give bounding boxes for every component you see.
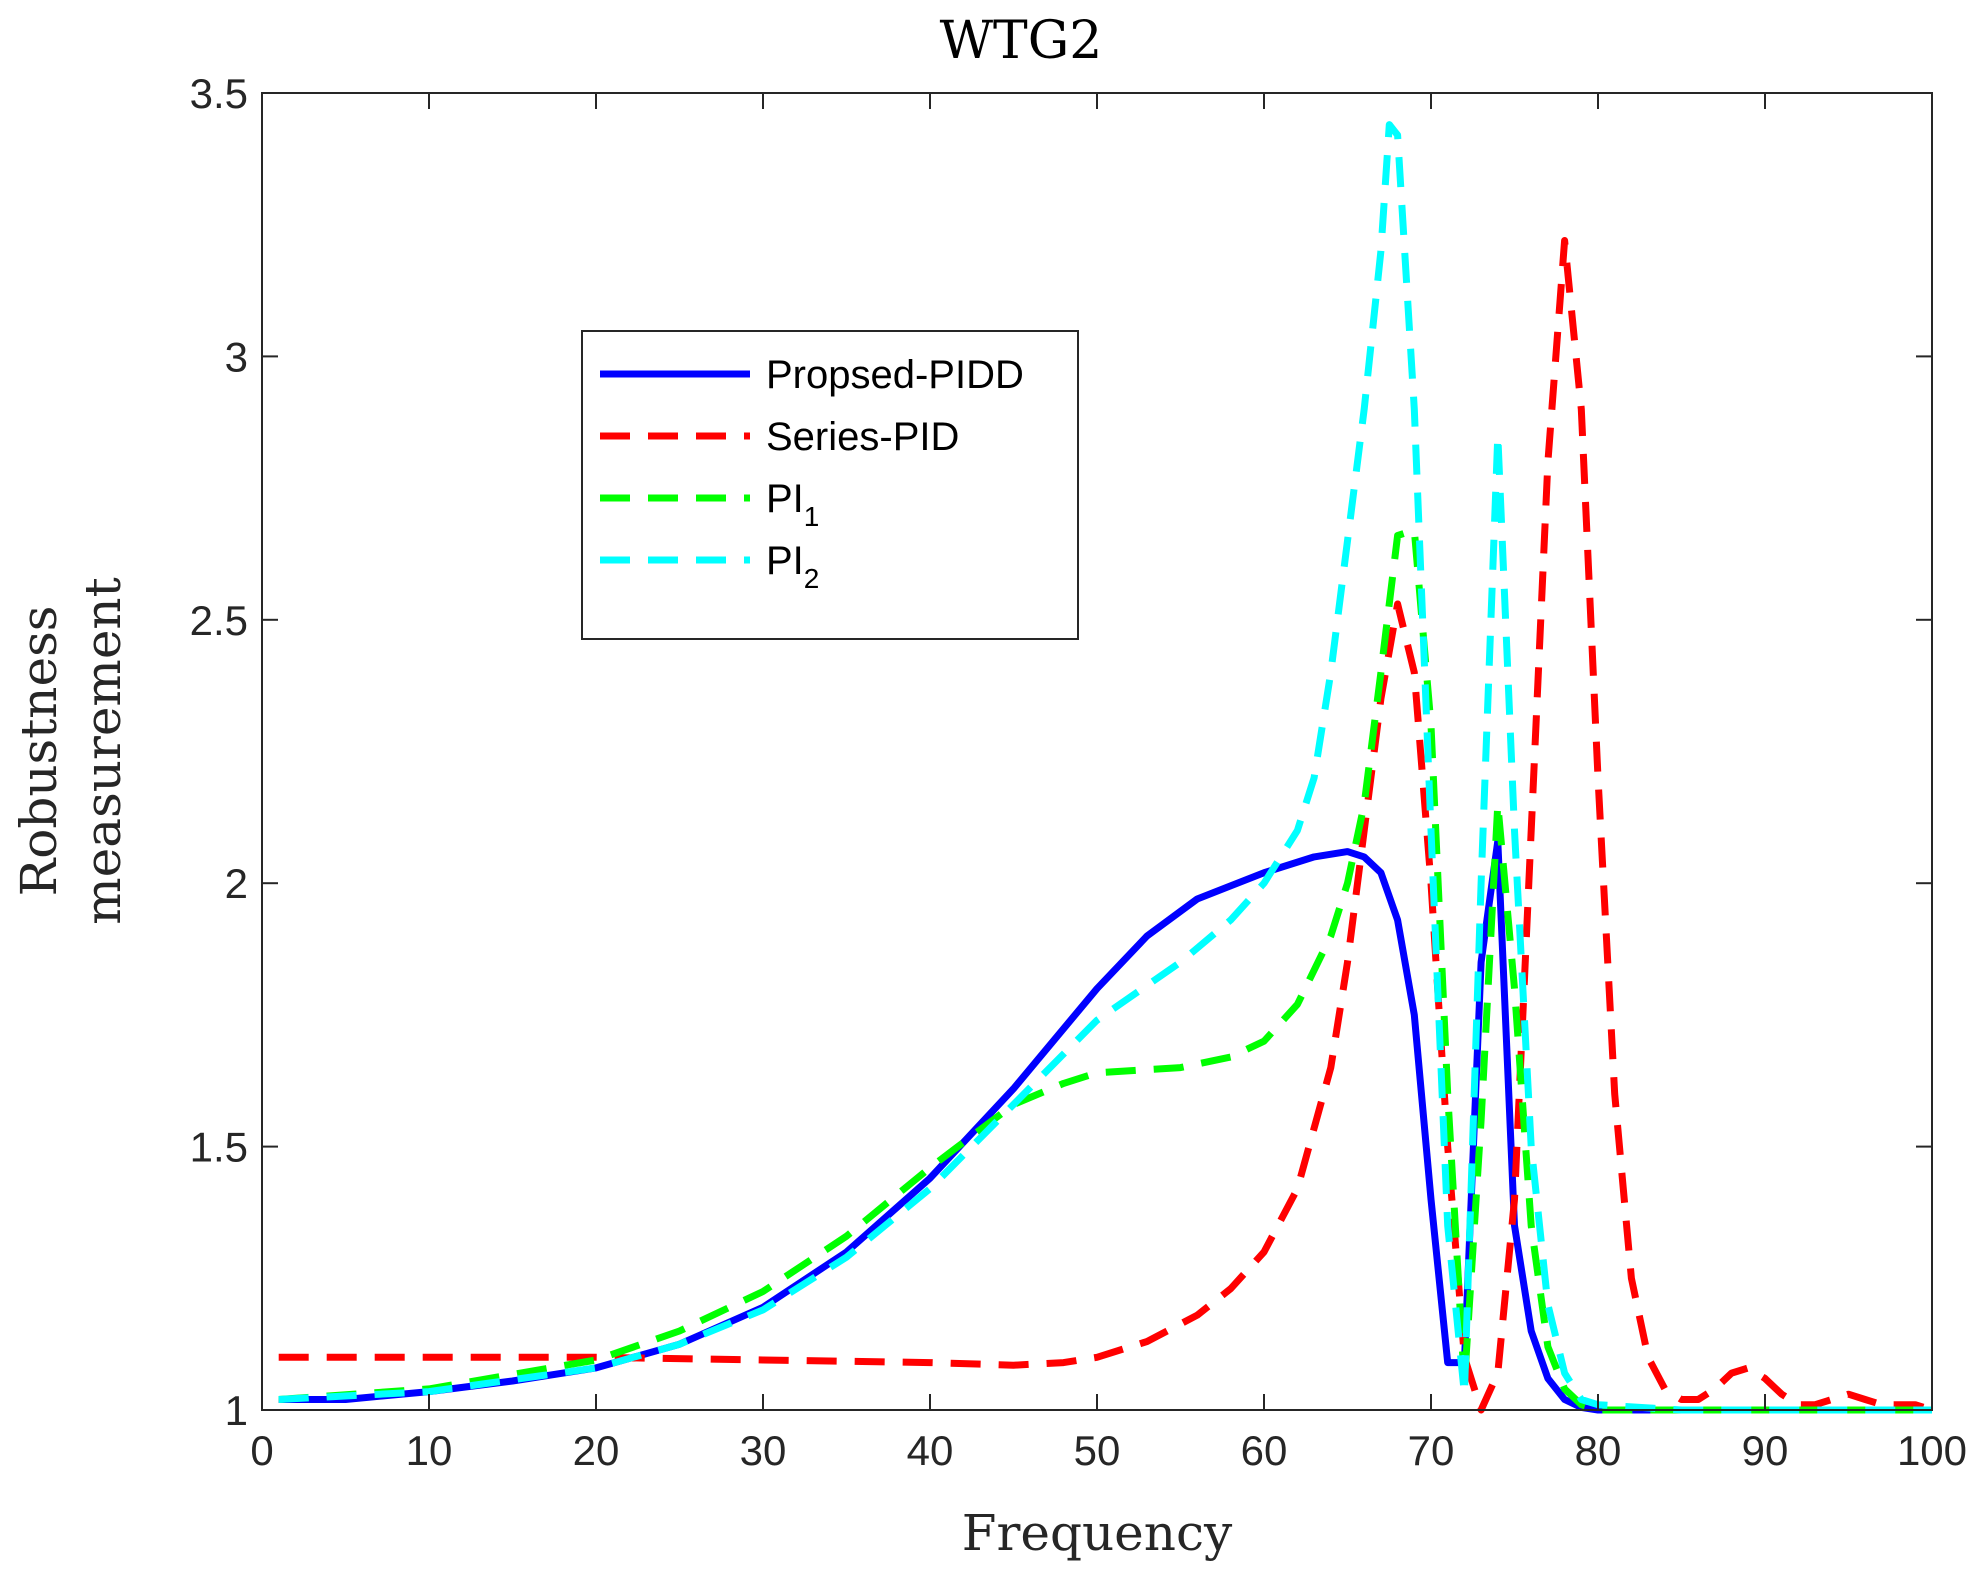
legend-label-subscript: 1 (804, 501, 820, 532)
legend-label-main: Series-PID (766, 415, 959, 459)
legend-box (581, 330, 1079, 640)
x-tick-label: 70 (1408, 1427, 1455, 1474)
chart-title: WTG2 (940, 11, 1103, 71)
y-tick-label: 3 (225, 333, 248, 380)
series-line-2 (278, 237, 1934, 1414)
legend-label-2: Series-PID (766, 415, 959, 459)
x-axis-label: Frequency (962, 1504, 1233, 1562)
series-line-1 (278, 837, 1932, 1414)
series-line-3 (278, 526, 1932, 1414)
y-tick-label: 1.5 (190, 1124, 248, 1171)
x-tick-label: 50 (1074, 1427, 1121, 1474)
y-axis-ticks: 1 1.5 2 2.5 3 3.5 (190, 70, 1932, 1434)
x-tick-label: 80 (1575, 1427, 1622, 1474)
y-tick-label: 2 (225, 860, 248, 907)
legend-label-4: PI2 (766, 539, 819, 594)
x-axis-ticks: 0 10 20 30 40 50 60 70 80 90 100 (250, 93, 1967, 1474)
y-axis-label-line2: measurement (74, 577, 132, 924)
plot-area (262, 93, 1932, 1410)
legend-label-main: Propsed-PIDD (766, 353, 1024, 397)
series-line-4 (278, 121, 1932, 1414)
y-tick-label: 2.5 (190, 597, 248, 644)
legend-label-main: PI (766, 539, 804, 583)
x-tick-label: 0 (250, 1427, 273, 1474)
x-tick-label: 100 (1897, 1427, 1967, 1474)
legend-label-subscript: 2 (804, 563, 820, 594)
x-tick-label: 40 (907, 1427, 954, 1474)
y-axis-label-line1: Robustness (10, 606, 68, 897)
x-tick-label: 20 (573, 1427, 620, 1474)
series-layer (278, 121, 1934, 1414)
legend-label-1: Propsed-PIDD (766, 353, 1024, 397)
x-tick-label: 10 (406, 1427, 453, 1474)
legend-label-3: PI1 (766, 477, 819, 532)
x-tick-label: 30 (740, 1427, 787, 1474)
y-tick-label: 1 (225, 1387, 248, 1434)
x-tick-label: 90 (1742, 1427, 1789, 1474)
legend-label-main: PI (766, 477, 804, 521)
y-tick-label: 3.5 (190, 70, 248, 117)
x-tick-label: 60 (1241, 1427, 1288, 1474)
